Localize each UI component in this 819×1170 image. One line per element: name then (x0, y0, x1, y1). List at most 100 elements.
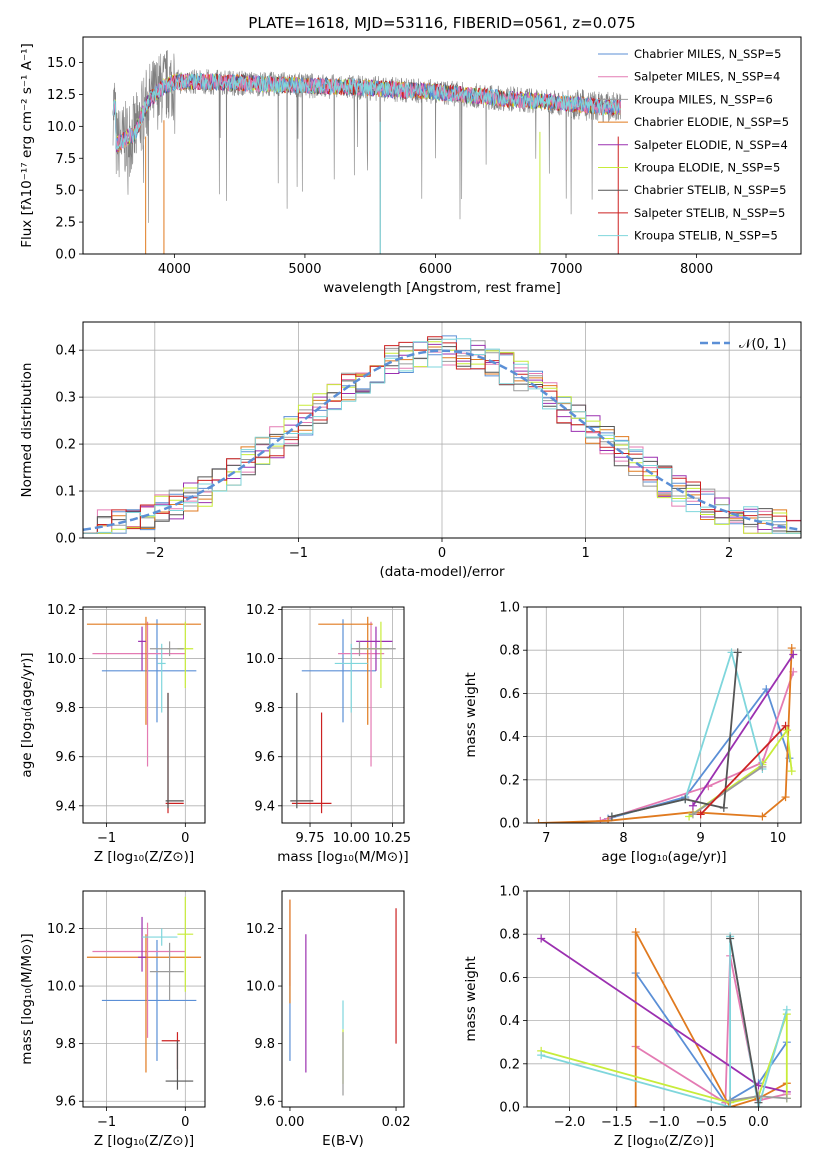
weight-series-marker (719, 803, 728, 812)
y-tick-label: 9.6 (55, 1095, 76, 1110)
legend-entry: Chabrier MILES, N_SSP=5 (634, 47, 781, 61)
x-tick-label: −1 (97, 831, 116, 846)
y-axis-label: mass weight (463, 956, 479, 1041)
errorbar-point (138, 626, 146, 671)
y-tick-label: 0.0 (499, 817, 520, 832)
x-tick-label: 6000 (419, 262, 452, 277)
y-tick-label: 9.4 (254, 799, 275, 814)
x-tick-label: 9 (697, 831, 705, 846)
x-tick-label: 10.00 (333, 831, 370, 846)
axes-residuals: −2 −1 0 1 2 0.0 0.1 0.2 0.3 0.4 (data-model)/error… (19, 322, 801, 580)
errorbar-point (86, 934, 202, 1073)
x-tick-label: 1 (581, 546, 589, 561)
y-tick-label: 10.0 (47, 980, 76, 995)
y-axis-label: mass [log₁₀(M/M⊙)] (19, 933, 35, 1064)
legend-entry: 𝒩(0, 1) (739, 337, 786, 352)
errorbar-point (291, 712, 332, 814)
y-tick-label: 9.8 (254, 701, 275, 716)
y-tick-label: 1.0 (499, 601, 520, 616)
y-tick-label: 0.4 (499, 730, 520, 745)
weight-series-marker (762, 685, 771, 694)
y-axis-label: mass weight (463, 672, 479, 757)
y-tick-label: 0.8 (499, 644, 520, 659)
weight-series-marker (696, 810, 705, 819)
axes-spectrum: 4000 5000 6000 7000 8000 0.0 2.5 5.0 7.5 10.0 12.5… (19, 43, 713, 296)
y-tick-label: 9.8 (254, 1037, 275, 1052)
x-tick-label: 0 (181, 831, 189, 846)
y-tick-label: 0.1 (55, 485, 76, 500)
x-tick-label: 2 (725, 546, 733, 561)
errorbar-point (101, 939, 197, 1061)
weight-series-marker (537, 934, 546, 943)
y-tick-label: 9.6 (55, 750, 76, 765)
weight-series-marker (537, 1051, 546, 1060)
y-tick-label: 9.6 (254, 1095, 275, 1110)
y-tick-label: 1.0 (499, 885, 520, 900)
weight-series-marker (754, 1098, 763, 1107)
y-tick-label: 10.2 (47, 603, 76, 618)
legend-entry: Chabrier STELIB, N_SSP=5 (634, 183, 786, 197)
y-tick-label: 5.0 (55, 184, 76, 199)
x-axis-label: (data-model)/error (379, 564, 505, 580)
errorbar-point (177, 896, 194, 992)
y-tick-label: 0.0 (499, 1101, 520, 1116)
errorbar-point (334, 643, 368, 713)
errorbar-point (356, 621, 390, 688)
errorbar-point (177, 621, 194, 688)
errorbar-point (101, 619, 197, 723)
x-axis-label: Z [log₁₀(Z/Z⊙)] (94, 1133, 194, 1149)
axes-frame-mass_vs_Z (82, 890, 206, 1108)
y-tick-label: 12.5 (47, 88, 76, 103)
x-tick-label: −1 (97, 1115, 116, 1130)
y-tick-label: 9.8 (55, 1037, 76, 1052)
y-tick-label: 9.6 (254, 750, 275, 765)
axes-frame-weight_vs_age (526, 606, 802, 824)
weight-series-marker (631, 928, 640, 937)
errorbar-point (338, 621, 385, 767)
weight-series-marker (534, 819, 543, 823)
axes-frame-weight_vs_Z (526, 890, 802, 1108)
x-tick-label: 10.25 (374, 831, 411, 846)
weight-series-marker (789, 650, 798, 659)
y-tick-label: 0.0 (55, 532, 76, 547)
weight-series-line (600, 671, 795, 822)
errorbar-point (142, 928, 178, 946)
axes-weight_vs_Z: −2.0 −1.5 −1.0 −0.5 0.0 0.0 0.2 0.4 0.6 0.8 1.0 Z [… (463, 885, 801, 1149)
weight-series-line (729, 938, 760, 1103)
x-tick-label: 0 (181, 1115, 189, 1130)
y-tick-label: 10.2 (246, 603, 275, 618)
weight-series-marker (607, 812, 616, 821)
y-tick-label: 0.2 (499, 773, 520, 788)
y-tick-label: 0.4 (55, 344, 76, 359)
y-tick-label: 10.0 (47, 120, 76, 135)
y-tick-label: 0.4 (499, 1014, 520, 1029)
y-tick-label: 0.2 (499, 1057, 520, 1072)
y-tick-label: 0.3 (55, 391, 76, 406)
x-tick-label: −1.5 (601, 1115, 633, 1130)
x-tick-label: 10 (770, 831, 787, 846)
axes-age_vs_mass: 9.75 10.00 10.25 9.4 9.6 9.8 10.0 10.2 mass [log… (246, 603, 411, 865)
y-tick-label: 0.6 (499, 687, 520, 702)
x-axis-label: age [log₁₀(age/yr)] (601, 849, 726, 865)
weight-series-marker (782, 1094, 791, 1103)
x-axis-label: wavelength [Angstrom, rest frame] (323, 280, 561, 296)
axes-frame-age_vs_Z (82, 606, 206, 824)
weight-series-marker (681, 795, 690, 804)
errorbar-point (138, 916, 146, 972)
x-tick-label: 7000 (549, 262, 582, 277)
weight-series-marker (758, 762, 767, 771)
x-tick-label: 5000 (288, 262, 321, 277)
normal-distribution-curve (83, 349, 801, 532)
weight-series-marker (604, 816, 613, 823)
y-tick-label: 9.4 (55, 799, 76, 814)
legend-entry: Salpeter MILES, N_SSP=4 (634, 70, 780, 84)
x-tick-label: −1.0 (648, 1115, 680, 1130)
legend-entry: Salpeter STELIB, N_SSP=5 (634, 206, 785, 220)
x-tick-label: 0.00 (275, 1115, 304, 1130)
y-tick-label: 7.5 (55, 152, 76, 167)
weight-series-line (634, 931, 788, 1107)
x-tick-label: −2 (145, 546, 164, 561)
errorbar-point (351, 641, 396, 657)
axes-age_vs_Z: −1 0 9.4 9.6 9.8 10.0 10.2 Z [log₁₀(Z/Z⊙)] age [… (19, 603, 205, 865)
